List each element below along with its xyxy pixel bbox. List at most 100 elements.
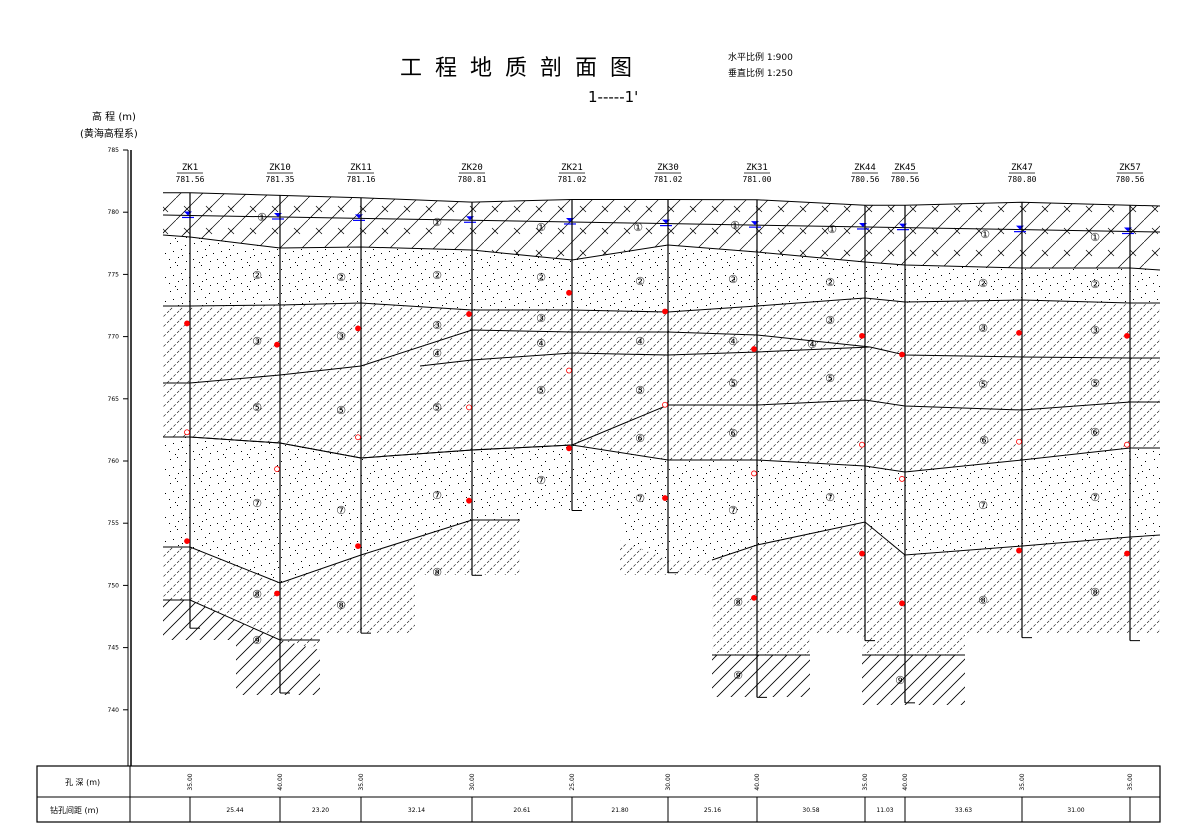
layer-9-right	[862, 655, 965, 706]
layer-number-label: ⑦	[728, 504, 738, 517]
y-axis-tick-label: 775	[108, 271, 120, 278]
layer-number-label: ②	[252, 269, 262, 282]
layer-number-label: ⑧	[978, 594, 988, 607]
borehole-name: ZK31	[746, 163, 768, 173]
borehole-elevation: 781.02	[654, 175, 683, 184]
sample-marker-icon	[355, 543, 361, 549]
layer-number-label: ②	[635, 275, 645, 288]
layer-number-label: ①	[980, 228, 990, 241]
layer-number-label: ⑤	[728, 377, 738, 390]
layer-number-label: ④	[536, 337, 546, 350]
sample-marker-icon	[899, 600, 905, 607]
layer-number-label: ⑥	[979, 434, 989, 447]
sample-marker-icon	[566, 289, 572, 296]
layer-boundary-line	[419, 346, 871, 367]
layer-2-sand	[163, 235, 1160, 312]
layer-7-sand	[163, 437, 1160, 583]
layer-number-label: ⑦	[432, 489, 442, 502]
sample-marker-icon	[355, 325, 361, 332]
sample-marker-icon	[184, 429, 190, 436]
y-axis-tick-label: 750	[108, 582, 120, 589]
layer-number-label: ①	[730, 219, 740, 232]
sample-marker-icon	[1124, 441, 1130, 448]
borehole-elevation: 780.80	[1008, 175, 1037, 184]
layer-number-label: ⑨	[733, 669, 743, 682]
layer-number-label: ③	[336, 330, 346, 343]
sample-marker-icon	[566, 445, 572, 452]
y-axis-sublabel: (黄海高程系)	[80, 129, 138, 140]
sample-marker-icon	[859, 332, 865, 339]
borehole-depth-value: 25.00	[569, 773, 576, 790]
borehole-elevation: 781.35	[266, 175, 295, 184]
borehole-name: ZK1	[182, 163, 198, 173]
borehole-spacing-value: 23.20	[312, 807, 329, 814]
layer-number-label: ⑦	[252, 497, 262, 510]
layer-number-label: ④	[432, 347, 442, 360]
layer-number-label: ②	[432, 269, 442, 282]
layer-number-label: ⑧	[336, 599, 346, 612]
borehole-name: ZK11	[350, 163, 372, 173]
layer-number-label: ④	[635, 335, 645, 348]
sample-marker-icon	[274, 590, 280, 597]
borehole-depth-value: 35.00	[862, 773, 869, 790]
borehole-depth-value: 35.00	[358, 773, 365, 790]
borehole-spacing-value: 25.16	[704, 807, 721, 814]
layer-number-label: ①	[257, 211, 267, 224]
borehole-depth-value: 35.00	[1019, 773, 1026, 790]
borehole-elevation: 781.56	[176, 175, 205, 184]
y-axis-tick-label: 785	[108, 147, 120, 154]
layer-number-label: ④	[807, 338, 817, 351]
layer-number-label: ②	[536, 271, 546, 284]
borehole-name: ZK21	[561, 163, 583, 173]
drawing-title: 工 程 地 质 剖 面 图	[400, 56, 635, 81]
borehole-elevation: 780.56	[1116, 175, 1145, 184]
layer-number-label: ⑦	[336, 504, 346, 517]
borehole-elevation: 780.56	[851, 175, 880, 184]
sample-marker-icon	[859, 550, 865, 557]
sample-marker-icon	[274, 341, 280, 348]
borehole-depth-value: 35.00	[1127, 773, 1134, 790]
y-axis-tick-label: 755	[108, 520, 120, 527]
borehole-depth-value: 40.00	[754, 773, 761, 790]
y-axis-tick-label: 745	[108, 645, 120, 652]
layer-number-label: ①	[1090, 231, 1100, 244]
borehole-depth-value: 40.00	[277, 773, 284, 790]
layer-number-label: ⑨	[895, 674, 905, 687]
borehole-elevation: 780.81	[458, 175, 487, 184]
sample-marker-icon	[184, 320, 190, 327]
sample-marker-icon	[662, 495, 668, 501]
layer-number-label: ⑦	[1090, 491, 1100, 504]
layer-number-label: ⑧	[1090, 586, 1100, 599]
y-axis-tick-label: 770	[108, 334, 120, 341]
sample-marker-icon	[662, 401, 668, 408]
sample-marker-icon	[1124, 550, 1130, 557]
sample-marker-icon	[466, 497, 472, 504]
layer-number-label: ③	[432, 319, 442, 332]
layer-number-label: ⑦	[536, 474, 546, 487]
sample-marker-icon	[662, 308, 668, 315]
y-axis-tick-label: 740	[108, 707, 120, 714]
y-axis-label: 高 程 (m)	[92, 112, 136, 123]
layer-number-label: ⑤	[252, 401, 262, 414]
layer-number-label: ⑤	[336, 404, 346, 417]
borehole-spacing-value: 33.63	[955, 807, 972, 814]
layer-number-label: ⑨	[252, 634, 262, 647]
layer-number-label: ①	[432, 216, 442, 229]
y-axis-tick-label: 780	[108, 209, 120, 216]
layer-number-label: ⑦	[825, 491, 835, 504]
borehole-name: ZK57	[1119, 163, 1141, 173]
borehole-spacing-value: 31.00	[1067, 807, 1084, 814]
layer-number-label: ⑥	[1090, 426, 1100, 439]
y-axis-tick-label: 760	[108, 458, 120, 465]
sample-marker-icon	[466, 404, 472, 411]
layer-number-label: ④	[728, 335, 738, 348]
borehole-name: ZK44	[854, 163, 876, 173]
borehole-spacing-value: 25.44	[226, 807, 243, 814]
layer-number-label: ②	[1090, 278, 1100, 291]
layer-number-label: ②	[728, 273, 738, 286]
sample-marker-icon	[1016, 329, 1022, 336]
layer-number-label: ⑤	[978, 378, 988, 391]
sample-marker-icon	[184, 538, 190, 545]
y-axis-tick-label: 765	[108, 396, 120, 403]
sample-marker-icon	[859, 441, 865, 448]
